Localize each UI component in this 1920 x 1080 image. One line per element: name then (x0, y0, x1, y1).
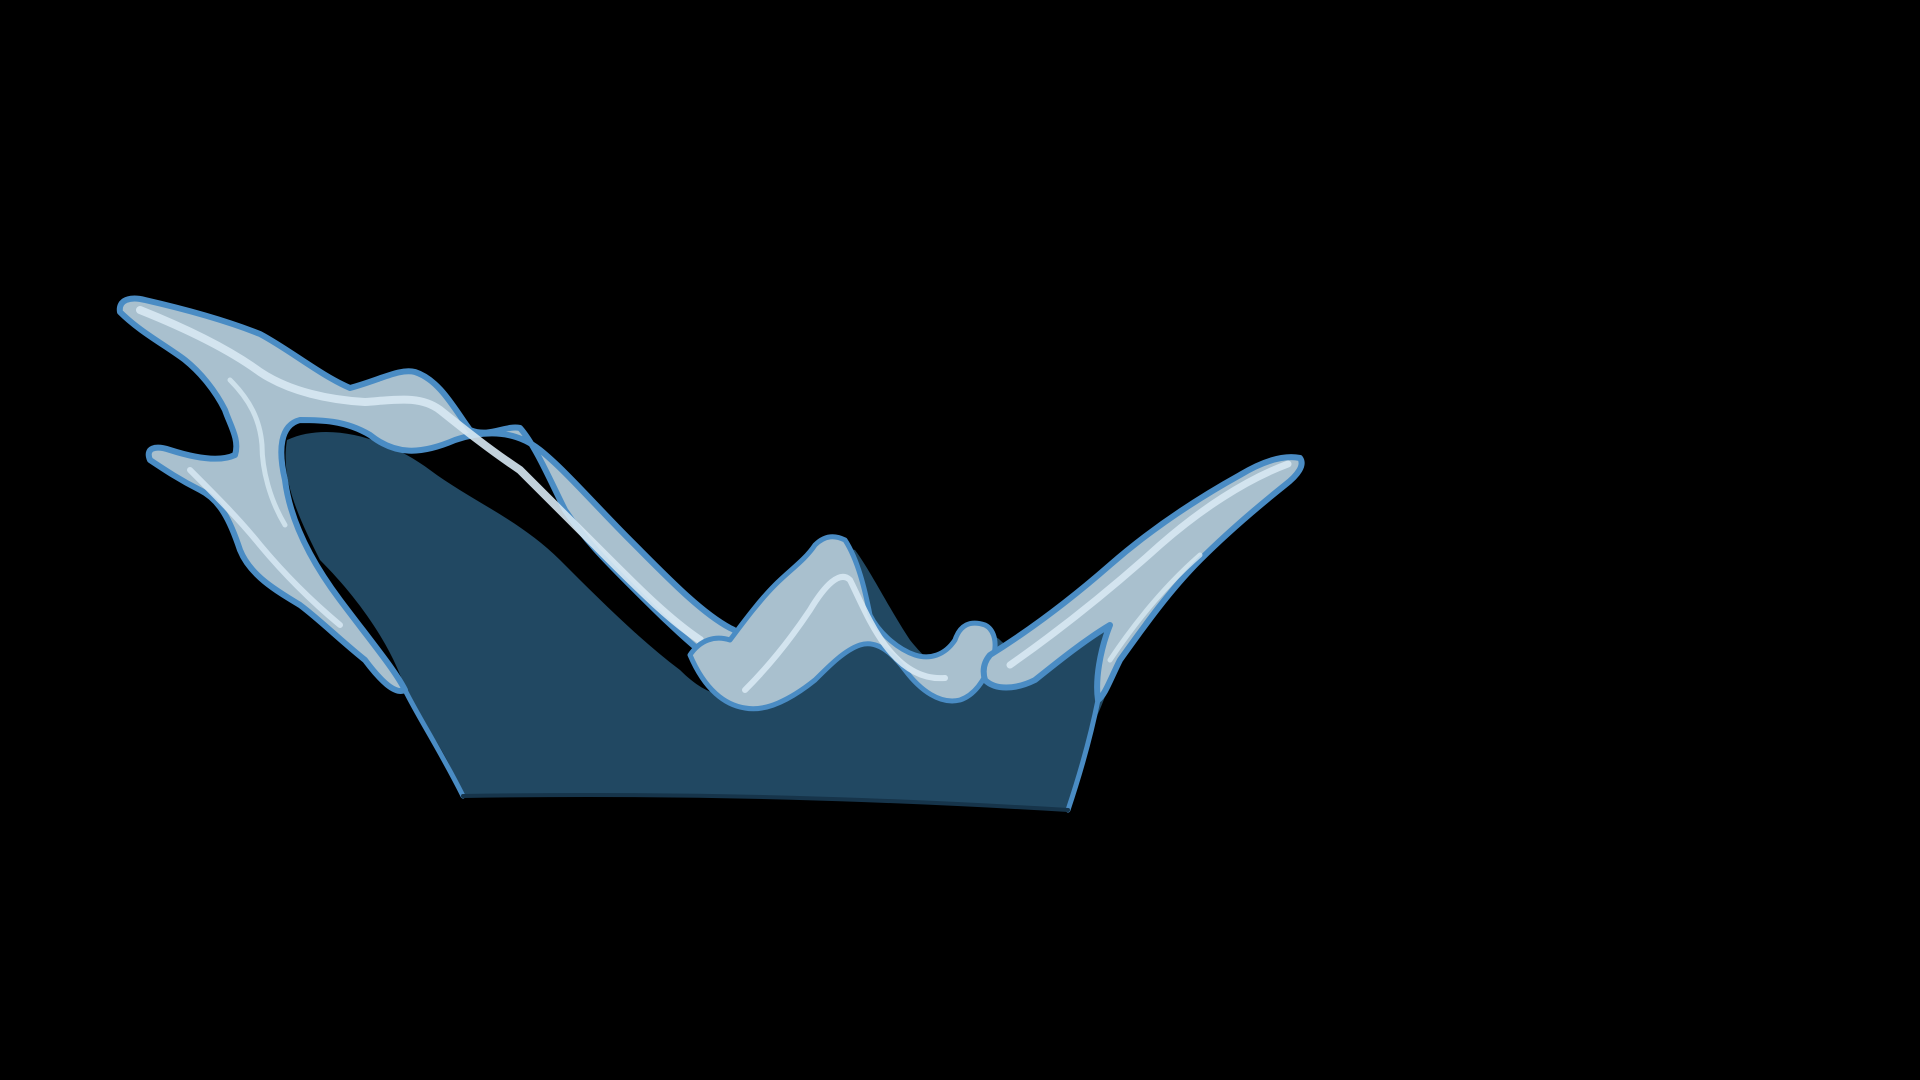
water-left-edge (402, 687, 466, 799)
foam-middle-highlight (742, 573, 948, 693)
water-body (285, 431, 1125, 810)
foam-left-highlight-3 (227, 377, 288, 528)
foam-left-arm (116, 295, 746, 694)
foam-left-highlight (136, 306, 704, 644)
foam-right-horn (980, 454, 1305, 703)
foam-left-highlight-2 (187, 467, 343, 628)
foam-right-highlight-2 (1107, 552, 1203, 663)
water-bottom-edge (461, 792, 1070, 812)
water-right-edge (1065, 697, 1101, 813)
foam-right-highlight (1006, 460, 1292, 669)
